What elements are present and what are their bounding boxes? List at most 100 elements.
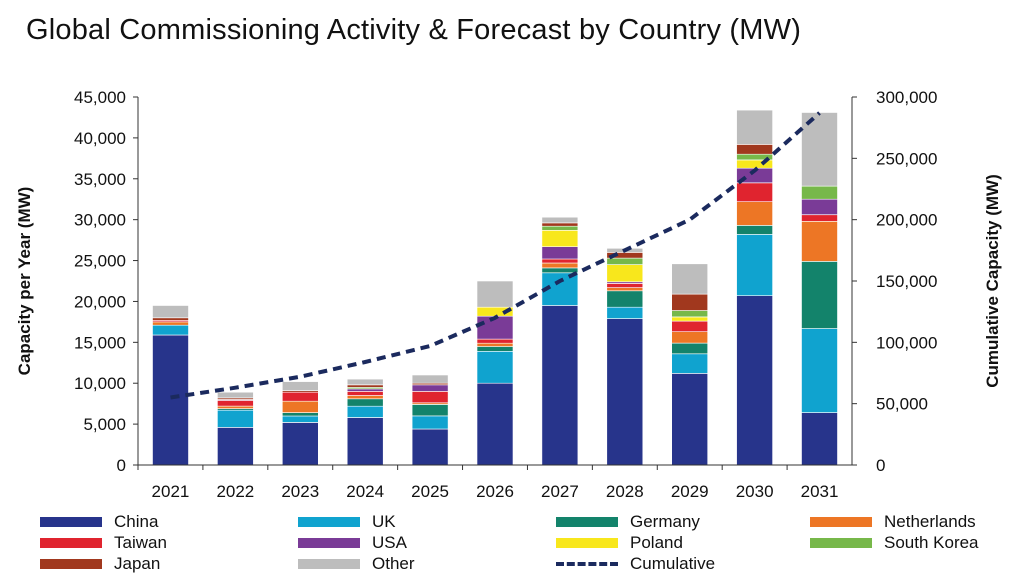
bar-other-2022 (217, 391, 254, 399)
bar-uk-2029 (671, 353, 709, 374)
bar-germany-2025 (411, 404, 449, 417)
cumulative-line-group (170, 111, 821, 400)
bar-south-korea-2031 (801, 185, 838, 200)
bar-taiwan-2022 (217, 400, 254, 407)
legend-label: Germany (630, 512, 700, 531)
x-tick-label: 2023 (281, 482, 319, 501)
y2-tick-label: 200,000 (876, 211, 937, 230)
bar-uk-2023 (281, 415, 319, 423)
x-tick-label: 2027 (541, 482, 579, 501)
legend-label: UK (372, 512, 396, 531)
legend-swatch (298, 559, 360, 569)
cumulative-line (170, 111, 821, 400)
bar-china-2023 (281, 422, 319, 466)
legend-swatch (298, 538, 360, 548)
bar-taiwan-2031 (801, 214, 838, 222)
bar-usa-2027 (541, 246, 579, 260)
legend-swatch (810, 517, 872, 527)
y-tick-label: 45,000 (74, 88, 126, 107)
y2-tick-label: 250,000 (876, 149, 937, 168)
legend-item-taiwan: Taiwan (40, 533, 167, 553)
bar-japan-2029 (671, 293, 709, 311)
legend-swatch (40, 538, 102, 548)
bar-china-2025 (411, 428, 449, 466)
x-tick-label: 2028 (606, 482, 644, 501)
legend-label: USA (372, 533, 407, 552)
y2-tick-label: 150,000 (876, 272, 937, 291)
legend-swatch (556, 562, 618, 566)
bar-germany-2029 (671, 342, 709, 355)
bar-uk-2021 (152, 324, 189, 336)
legend-label: Other (372, 554, 415, 573)
y-tick-label: 5,000 (83, 415, 126, 434)
x-tick-label: 2021 (152, 482, 190, 501)
bar-netherlands-2030 (736, 201, 773, 226)
bar-netherlands-2022 (217, 405, 254, 409)
bar-usa-2024 (346, 388, 384, 392)
bar-netherlands-2031 (801, 221, 838, 262)
bar-germany-2027 (541, 267, 579, 274)
bar-netherlands-2027 (541, 262, 579, 269)
legend-label: South Korea (884, 533, 979, 552)
legend-swatch (40, 559, 102, 569)
legend-swatch (810, 538, 872, 548)
legend-label: China (114, 512, 159, 531)
y-tick-label: 0 (117, 456, 126, 475)
bar-taiwan-2030 (736, 182, 773, 202)
bar-poland-2028 (606, 264, 644, 283)
bar-china-2030 (736, 295, 773, 466)
y-tick-label: 10,000 (74, 374, 126, 393)
legend-item-poland: Poland (556, 533, 683, 553)
legend-item-usa: USA (298, 533, 407, 553)
legend-item-japan: Japan (40, 554, 160, 574)
legend-item-other: Other (298, 554, 415, 574)
bar-netherlands-2026 (476, 342, 514, 347)
bar-poland-2027 (541, 230, 579, 248)
legend-item-south-korea: South Korea (810, 533, 979, 553)
x-tick-label: 2025 (411, 482, 449, 501)
bar-china-2022 (217, 427, 254, 466)
legend-item-china: China (40, 512, 158, 532)
legend-item-netherlands: Netherlands (810, 512, 976, 532)
bar-other-2026 (476, 280, 514, 308)
y-tick-label: 20,000 (74, 292, 126, 311)
bar-poland-2029 (671, 316, 709, 322)
bar-netherlands-2023 (281, 400, 319, 413)
legend-swatch (40, 517, 102, 527)
bar-other-2025 (411, 374, 449, 384)
y-axis-title: Capacity per Year (MW) (15, 187, 34, 376)
legend-label: Netherlands (884, 512, 976, 531)
y2-tick-label: 300,000 (876, 88, 937, 107)
x-tick-label: 2029 (671, 482, 709, 501)
bar-china-2024 (346, 417, 384, 466)
bar-taiwan-2023 (281, 391, 319, 402)
bar-uk-2028 (606, 306, 644, 319)
bar-uk-2030 (736, 234, 773, 296)
bar-stack-group (152, 109, 838, 466)
bar-netherlands-2028 (606, 287, 644, 292)
bar-germany-2026 (476, 346, 514, 352)
chart-plot-area: 0 5,000 10,000 15,000 20,000 25,000 30,000 35,0… (15, 88, 1002, 501)
bar-netherlands-2029 (671, 331, 709, 344)
bar-uk-2024 (346, 405, 384, 418)
bar-other-2021 (152, 305, 189, 319)
legend-item-germany: Germany (556, 512, 700, 532)
bar-china-2029 (671, 373, 709, 466)
legend-label: Taiwan (114, 533, 167, 552)
bar-china-2028 (606, 318, 644, 466)
x-tick-label: 2030 (736, 482, 774, 501)
y-tick-label: 25,000 (74, 252, 126, 271)
x-tick-label: 2024 (346, 482, 384, 501)
bar-uk-2025 (411, 415, 449, 430)
bar-china-2026 (476, 382, 514, 466)
bar-uk-2026 (476, 350, 514, 384)
bar-netherlands-2021 (152, 321, 189, 326)
legend-item-uk: UK (298, 512, 396, 532)
y-tick-label: 15,000 (74, 333, 126, 352)
legend-swatch (556, 517, 618, 527)
bar-south-korea-2029 (671, 310, 709, 318)
axes-group: 0 5,000 10,000 15,000 20,000 25,000 30,000 35,0… (15, 88, 1002, 501)
legend-label: Japan (114, 554, 161, 573)
bar-china-2027 (541, 305, 579, 466)
bar-uk-2022 (217, 409, 254, 428)
